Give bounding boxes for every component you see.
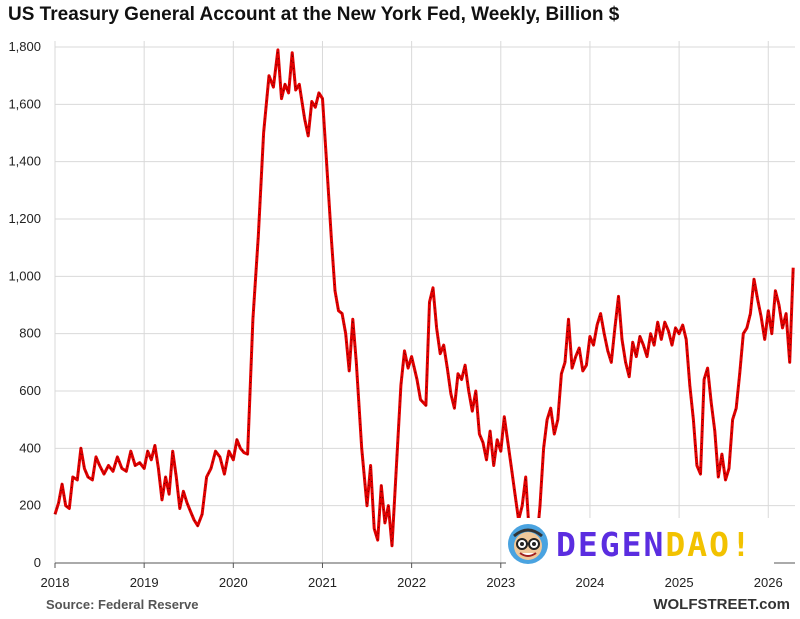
x-tick-label: 2018 (41, 575, 70, 590)
x-tick-label: 2025 (665, 575, 694, 590)
y-tick-label: 1,600 (8, 96, 41, 111)
y-tick-label: 1,000 (8, 268, 41, 283)
y-tick-label: 600 (19, 383, 41, 398)
x-tick-label: 2020 (219, 575, 248, 590)
y-axis-ticks: 0 200 400 600 800 1,000 1,200 1,400 1,600 1,800 (8, 39, 41, 570)
y-tick-label: 400 (19, 440, 41, 455)
x-tick-label: 2024 (575, 575, 604, 590)
series-line-core (54, 49, 794, 546)
y-tick-label: 0 (34, 555, 41, 570)
x-tick-label: 2019 (130, 575, 159, 590)
y-tick-label: 1,400 (8, 154, 41, 169)
y-tick-label: 800 (19, 326, 41, 341)
watermark-text-1: DEGEN (556, 524, 666, 564)
site-credit: WOLFSTREET.com (653, 596, 790, 613)
grid-lines (54, 41, 795, 563)
chart-title: US Treasury General Account at the New Y… (8, 4, 620, 25)
y-tick-label: 200 (19, 498, 41, 513)
watermark-badge: DEGENDAO! (506, 518, 774, 570)
watermark-text-2: DAO! (665, 524, 753, 564)
x-tick-label: 2026 (754, 575, 783, 590)
mascot-logo-icon (508, 524, 548, 564)
x-tick-label: 2022 (397, 575, 426, 590)
x-tick-label: 2021 (308, 575, 337, 590)
y-tick-label: 1,800 (8, 39, 41, 54)
series-line (53, 48, 795, 548)
x-axis-ticks: 2018 2019 2020 2021 2022 2023 2024 2025 2026 (41, 563, 783, 590)
source-note: Source: Federal Reserve (46, 597, 199, 612)
y-tick-label: 1,200 (8, 211, 41, 226)
x-tick-label: 2023 (486, 575, 515, 590)
